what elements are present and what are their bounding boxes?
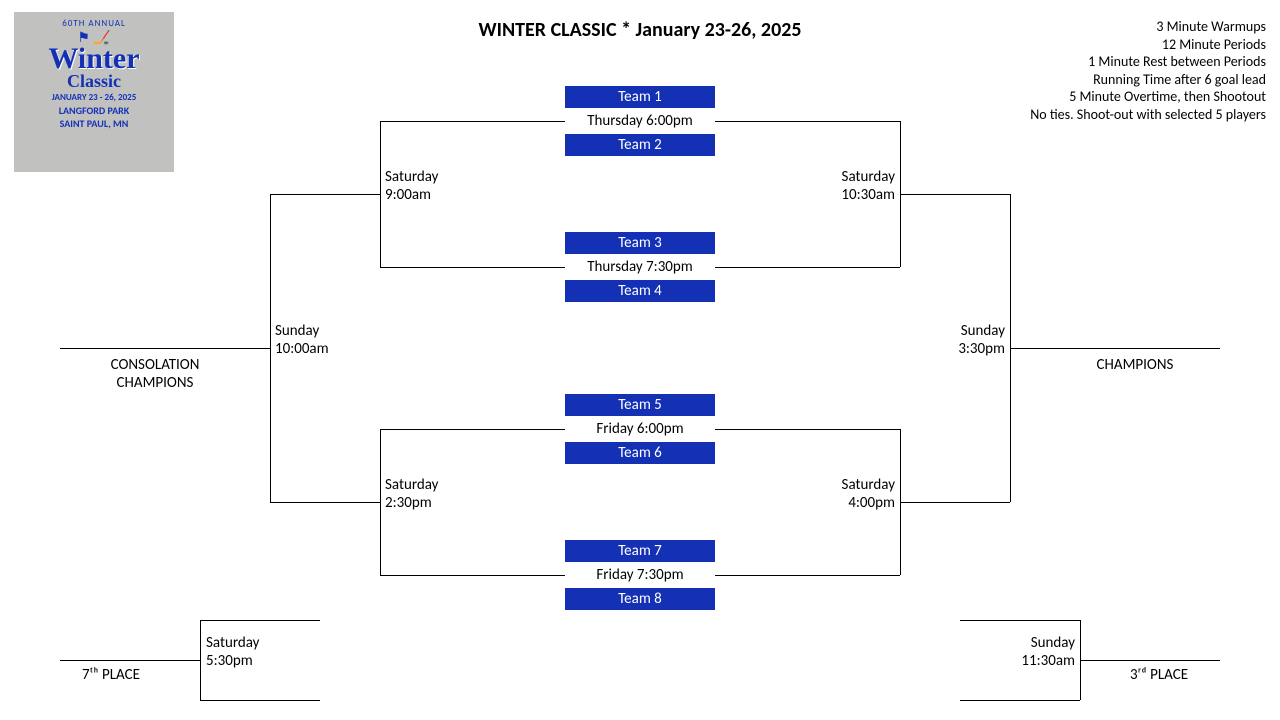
right-final-label: Sunday3:30pm xyxy=(940,322,1005,358)
rule-line: 5 Minute Overtime, then Shootout xyxy=(966,88,1266,106)
rule-line: 3 Minute Warmups xyxy=(966,18,1266,36)
logo-venue1: LANGFORD PARK xyxy=(20,105,168,116)
bracket-canvas: WINTER CLASSIC * January 23-26, 2025 3 M… xyxy=(0,0,1280,720)
logo-date: JANUARY 23 - 26, 2025 xyxy=(20,92,168,103)
team-pill: Team 8 xyxy=(565,588,715,610)
event-logo: 60TH ANNUAL ⚑ 🏒 Winter Classic JANUARY 2… xyxy=(14,12,174,172)
right-sf1-label: Saturday10:30am xyxy=(815,168,895,204)
seventh-place-time: Saturday5:30pm xyxy=(206,634,259,670)
logo-venue2: SAINT PAUL, MN xyxy=(20,118,168,129)
left-final-label: Sunday10:00am xyxy=(275,322,329,358)
team-pill: Team 4 xyxy=(565,280,715,302)
left-sf2-label: Saturday2:30pm xyxy=(385,476,438,512)
match-time: Friday 7:30pm xyxy=(565,566,715,584)
rule-line: Running Time after 6 goal lead xyxy=(966,71,1266,89)
team-pill: Team 6 xyxy=(565,442,715,464)
team-pill: Team 2 xyxy=(565,134,715,156)
consolation-champ-label: CONSOLATION CHAMPIONS xyxy=(70,356,240,392)
team-pill: Team 7 xyxy=(565,540,715,562)
logo-top-text: 60TH ANNUAL xyxy=(20,18,168,29)
team-pill: Team 5 xyxy=(565,394,715,416)
rule-line: No ties. Shoot-out with selected 5 playe… xyxy=(966,106,1266,124)
rules-block: 3 Minute Warmups 12 Minute Periods 1 Min… xyxy=(966,18,1266,123)
left-sf1-label: Saturday9:00am xyxy=(385,168,438,204)
logo-line1: Winter xyxy=(20,46,168,72)
right-sf2-label: Saturday4:00pm xyxy=(815,476,895,512)
rule-line: 1 Minute Rest between Periods xyxy=(966,53,1266,71)
match-time: Thursday 6:00pm xyxy=(565,112,715,130)
champions-label: CHAMPIONS xyxy=(1050,356,1220,374)
third-place-label: 3ʳᵈ PLACE xyxy=(1130,666,1188,684)
match-time: Friday 6:00pm xyxy=(565,420,715,438)
third-place-time: Sunday11:30am xyxy=(1000,634,1075,670)
team-pill: Team 3 xyxy=(565,232,715,254)
team-pill: Team 1 xyxy=(565,86,715,108)
match-time: Thursday 7:30pm xyxy=(565,258,715,276)
seventh-place-label: 7ᵗʰ PLACE xyxy=(82,666,140,684)
rule-line: 12 Minute Periods xyxy=(966,36,1266,54)
logo-line2: Classic xyxy=(20,72,168,90)
